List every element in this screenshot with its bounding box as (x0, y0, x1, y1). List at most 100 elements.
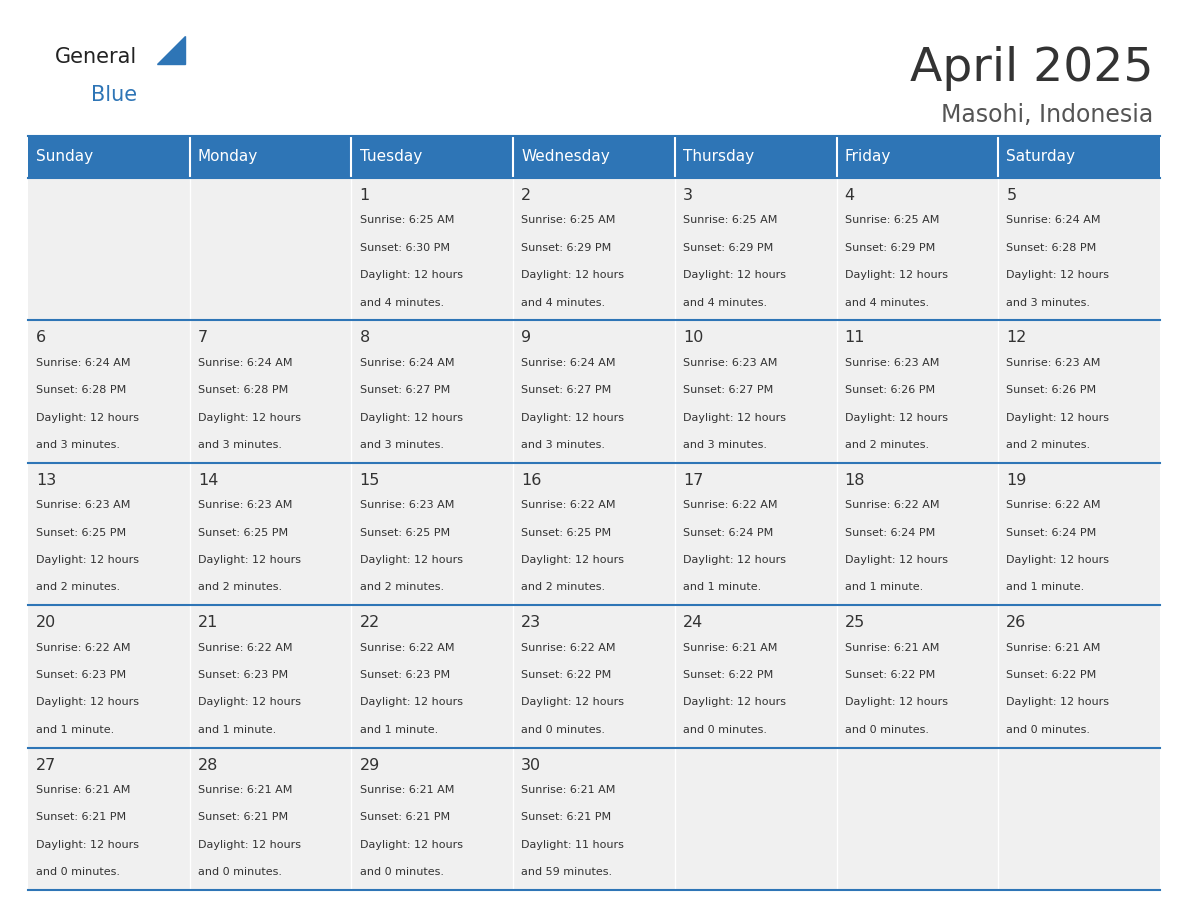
Text: Daylight: 12 hours: Daylight: 12 hours (1006, 698, 1110, 708)
Text: and 4 minutes.: and 4 minutes. (845, 297, 929, 308)
Text: Sunrise: 6:22 AM: Sunrise: 6:22 AM (522, 643, 615, 653)
Text: 24: 24 (683, 615, 703, 630)
Text: Sunrise: 6:22 AM: Sunrise: 6:22 AM (522, 500, 615, 510)
Text: 15: 15 (360, 473, 380, 487)
Text: Sunrise: 6:21 AM: Sunrise: 6:21 AM (1006, 643, 1101, 653)
Text: and 2 minutes.: and 2 minutes. (197, 582, 282, 592)
Text: Sunrise: 6:24 AM: Sunrise: 6:24 AM (522, 358, 615, 368)
Text: 25: 25 (845, 615, 865, 630)
Text: and 4 minutes.: and 4 minutes. (522, 297, 606, 308)
Text: and 2 minutes.: and 2 minutes. (360, 582, 443, 592)
Text: 4: 4 (845, 188, 855, 203)
Text: Sunset: 6:29 PM: Sunset: 6:29 PM (683, 243, 773, 252)
Text: Daylight: 12 hours: Daylight: 12 hours (845, 555, 948, 565)
Text: Sunset: 6:24 PM: Sunset: 6:24 PM (683, 528, 773, 538)
Text: Daylight: 12 hours: Daylight: 12 hours (360, 270, 462, 280)
Text: and 3 minutes.: and 3 minutes. (522, 440, 605, 450)
Text: Sunset: 6:22 PM: Sunset: 6:22 PM (845, 670, 935, 680)
Text: Blue: Blue (91, 85, 137, 105)
Text: Sunrise: 6:23 AM: Sunrise: 6:23 AM (197, 500, 292, 510)
Text: Sunset: 6:28 PM: Sunset: 6:28 PM (197, 386, 287, 396)
Text: and 3 minutes.: and 3 minutes. (683, 440, 767, 450)
Text: Sunset: 6:27 PM: Sunset: 6:27 PM (522, 386, 612, 396)
Text: Daylight: 12 hours: Daylight: 12 hours (845, 270, 948, 280)
Bar (29, 605, 1159, 747)
Text: Daylight: 12 hours: Daylight: 12 hours (36, 555, 139, 565)
Text: 2: 2 (522, 188, 531, 203)
Text: Sunset: 6:25 PM: Sunset: 6:25 PM (360, 528, 449, 538)
Bar (29, 178, 1159, 320)
Text: Daylight: 12 hours: Daylight: 12 hours (845, 698, 948, 708)
Text: and 1 minute.: and 1 minute. (845, 582, 923, 592)
Text: Sunset: 6:29 PM: Sunset: 6:29 PM (845, 243, 935, 252)
Text: Sunrise: 6:25 AM: Sunrise: 6:25 AM (522, 216, 615, 226)
Text: Sunset: 6:28 PM: Sunset: 6:28 PM (1006, 243, 1097, 252)
Text: Sunrise: 6:21 AM: Sunrise: 6:21 AM (36, 785, 131, 795)
Text: Sunrise: 6:22 AM: Sunrise: 6:22 AM (1006, 500, 1101, 510)
Text: Daylight: 12 hours: Daylight: 12 hours (197, 412, 301, 422)
Text: 7: 7 (197, 330, 208, 345)
Text: Sunrise: 6:21 AM: Sunrise: 6:21 AM (845, 643, 939, 653)
Text: Sunrise: 6:24 AM: Sunrise: 6:24 AM (36, 358, 131, 368)
Text: 9: 9 (522, 330, 531, 345)
Text: Daylight: 12 hours: Daylight: 12 hours (683, 412, 786, 422)
Text: Sunset: 6:24 PM: Sunset: 6:24 PM (845, 528, 935, 538)
Text: Sunrise: 6:23 AM: Sunrise: 6:23 AM (36, 500, 131, 510)
Text: Sunrise: 6:24 AM: Sunrise: 6:24 AM (197, 358, 292, 368)
Text: and 3 minutes.: and 3 minutes. (36, 440, 120, 450)
Text: Sunset: 6:23 PM: Sunset: 6:23 PM (197, 670, 287, 680)
Text: and 2 minutes.: and 2 minutes. (845, 440, 929, 450)
Text: Sunrise: 6:21 AM: Sunrise: 6:21 AM (360, 785, 454, 795)
Text: Sunset: 6:21 PM: Sunset: 6:21 PM (36, 812, 126, 823)
Text: Daylight: 12 hours: Daylight: 12 hours (360, 698, 462, 708)
Text: and 1 minute.: and 1 minute. (683, 582, 762, 592)
Text: Sunset: 6:27 PM: Sunset: 6:27 PM (360, 386, 450, 396)
Text: Sunset: 6:28 PM: Sunset: 6:28 PM (36, 386, 126, 396)
Text: Daylight: 12 hours: Daylight: 12 hours (683, 270, 786, 280)
Text: 17: 17 (683, 473, 703, 487)
Text: Daylight: 12 hours: Daylight: 12 hours (522, 412, 624, 422)
Text: and 0 minutes.: and 0 minutes. (683, 725, 767, 734)
Text: Sunrise: 6:25 AM: Sunrise: 6:25 AM (683, 216, 777, 226)
Text: and 2 minutes.: and 2 minutes. (522, 582, 606, 592)
Text: 14: 14 (197, 473, 219, 487)
Text: Sunrise: 6:21 AM: Sunrise: 6:21 AM (522, 785, 615, 795)
Bar (29, 463, 1159, 605)
Text: 20: 20 (36, 615, 56, 630)
Text: Daylight: 12 hours: Daylight: 12 hours (522, 698, 624, 708)
Text: Daylight: 12 hours: Daylight: 12 hours (36, 412, 139, 422)
Text: 10: 10 (683, 330, 703, 345)
Text: and 2 minutes.: and 2 minutes. (36, 582, 120, 592)
Text: Sunset: 6:30 PM: Sunset: 6:30 PM (360, 243, 449, 252)
Text: Daylight: 12 hours: Daylight: 12 hours (197, 698, 301, 708)
Bar (29, 136, 190, 178)
Text: and 4 minutes.: and 4 minutes. (683, 297, 767, 308)
Bar (836, 136, 998, 178)
Text: and 2 minutes.: and 2 minutes. (1006, 440, 1091, 450)
Bar (190, 136, 352, 178)
Text: and 1 minute.: and 1 minute. (1006, 582, 1085, 592)
Text: Thursday: Thursday (683, 150, 754, 164)
Text: Daylight: 12 hours: Daylight: 12 hours (683, 698, 786, 708)
Text: Sunset: 6:23 PM: Sunset: 6:23 PM (36, 670, 126, 680)
Text: 3: 3 (683, 188, 693, 203)
Text: and 3 minutes.: and 3 minutes. (360, 440, 443, 450)
Text: Sunrise: 6:22 AM: Sunrise: 6:22 AM (845, 500, 940, 510)
Text: Sunrise: 6:23 AM: Sunrise: 6:23 AM (1006, 358, 1101, 368)
Text: Sunrise: 6:22 AM: Sunrise: 6:22 AM (197, 643, 292, 653)
Text: and 0 minutes.: and 0 minutes. (197, 868, 282, 878)
Text: and 0 minutes.: and 0 minutes. (1006, 725, 1091, 734)
Text: Sunset: 6:26 PM: Sunset: 6:26 PM (845, 386, 935, 396)
Bar (513, 136, 675, 178)
Polygon shape (157, 36, 185, 64)
Text: and 1 minute.: and 1 minute. (360, 725, 437, 734)
Bar (352, 136, 513, 178)
Text: Daylight: 12 hours: Daylight: 12 hours (360, 555, 462, 565)
Text: Sunrise: 6:21 AM: Sunrise: 6:21 AM (197, 785, 292, 795)
Text: Wednesday: Wednesday (522, 150, 609, 164)
Text: and 3 minutes.: and 3 minutes. (197, 440, 282, 450)
Text: 18: 18 (845, 473, 865, 487)
Text: Daylight: 12 hours: Daylight: 12 hours (845, 412, 948, 422)
Text: Sunrise: 6:25 AM: Sunrise: 6:25 AM (845, 216, 939, 226)
Text: and 3 minutes.: and 3 minutes. (1006, 297, 1091, 308)
